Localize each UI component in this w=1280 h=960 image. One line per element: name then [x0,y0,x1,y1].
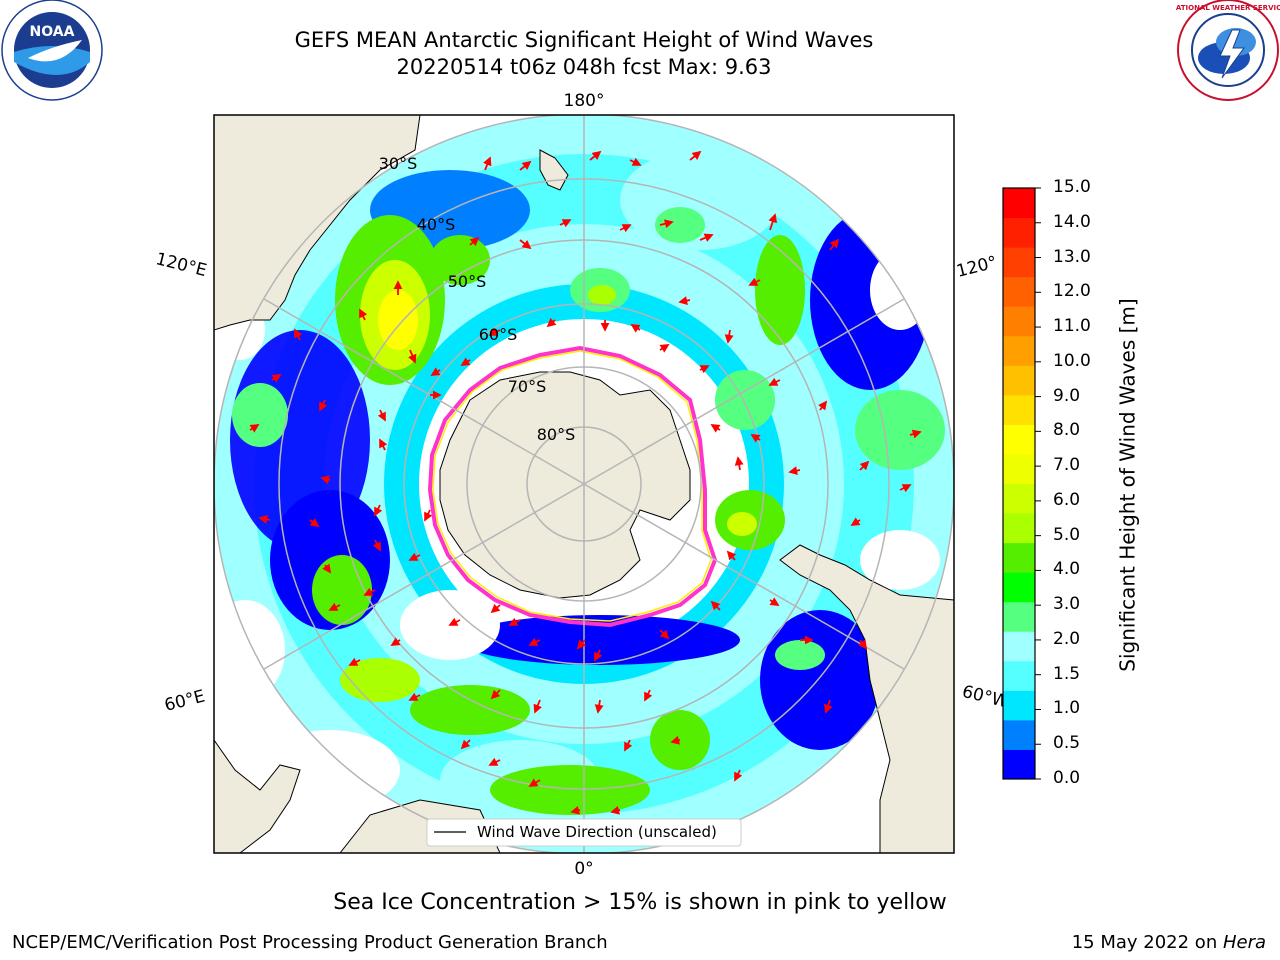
land-masses [214,115,954,853]
colorbar-swatch [1003,660,1035,691]
colorbar-swatch [1003,306,1035,337]
colorbar-swatch [1003,188,1035,219]
lon-label-lower-left: 60°E [163,687,207,716]
colorbar-swatch [1003,513,1035,544]
nws-logo: NATIONAL WEATHER SERVICE [1176,0,1280,101]
lat-label-30s: 30°S [379,154,418,173]
chart-subtitle: 20220514 t06z 048h fcst Max: 9.63 [396,55,772,79]
colorbar [1003,187,1041,780]
colorbar-tick-label: 0.5 [1053,733,1081,754]
lon-label-upper-left: 120°E [154,249,209,281]
colorbar-tick-label: 1.5 [1053,663,1081,684]
colorbar-tick-label: 4.0 [1053,559,1081,580]
colorbar-swatch [1003,749,1035,780]
nws-logo-text: NATIONAL WEATHER SERVICE [1176,4,1280,12]
lat-label-70s: 70°S [508,377,547,396]
sea-ice-note: Sea Ice Concentration > 15% is shown in … [333,890,947,915]
colorbar-swatch [1003,631,1035,662]
colorbar-tick-label: 12.0 [1053,281,1091,302]
colorbar-swatch [1003,542,1035,573]
credit-text: NCEP/EMC/Verification Post Processing Pr… [12,932,608,953]
colorbar-swatch [1003,276,1035,307]
colorbar-tick-label: 0.0 [1053,768,1081,788]
colorbar-label: Significant Height of Wind Waves [m] [1115,298,1140,672]
run-date: 15 May 2022 on Hera [1072,932,1266,953]
lat-label-40s: 40°S [417,215,456,234]
colorbar-tick-label: 9.0 [1053,385,1081,406]
lat-label-60s: 60°S [479,325,518,344]
colorbar-swatch [1003,217,1035,248]
colorbar-tick-label: 15.0 [1053,177,1091,197]
map-legend: Wind Wave Direction (unscaled) [426,818,742,847]
colorbar-swatch [1003,424,1035,455]
colorbar-swatch [1003,453,1035,484]
colorbar-swatch [1003,247,1035,278]
map-frame [213,114,955,854]
graticule [214,115,954,853]
colorbar-tick-label: 8.0 [1053,420,1081,441]
wind-wave-arrows [249,150,922,815]
chart-title: GEFS MEAN Antarctic Significant Height o… [294,28,874,52]
colorbar-swatch [1003,365,1035,396]
colorbar-tick-label: 1.0 [1053,698,1081,719]
colorbar-tick-label: 11.0 [1053,316,1091,337]
wave-height-field [214,115,954,853]
colorbar-swatch [1003,690,1035,721]
colorbar-tick-label: 6.0 [1053,489,1081,510]
colorbar-tick-label: 5.0 [1053,524,1081,545]
lon-label-upper-right: 120° [955,252,1000,281]
legend-label: Wind Wave Direction (unscaled) [477,823,717,841]
colorbar-tick-label: 14.0 [1053,211,1091,232]
noaa-logo-text: NOAA [30,24,75,40]
host-name: Hera [1222,932,1266,953]
colorbar-tick-label: 7.0 [1053,455,1081,476]
colorbar-tick-label: 13.0 [1053,246,1091,267]
lat-label-80s: 80°S [537,425,576,444]
lon-label-bottom: 0° [574,859,593,879]
run-date-text: 15 May 2022 on [1071,932,1223,953]
colorbar-tick-label: 2.0 [1053,628,1081,649]
noaa-logo: NOAA [1,0,103,101]
colorbar-swatch [1003,572,1035,603]
sea-ice-edge [427,345,718,628]
colorbar-swatch [1003,394,1035,425]
lat-label-50s: 50°S [448,272,487,291]
colorbar-swatch [1003,719,1035,750]
colorbar-swatch [1003,601,1035,632]
colorbar-tick-label: 10.0 [1053,350,1091,371]
colorbar-tick-label: 3.0 [1053,594,1081,615]
colorbar-swatch [1003,483,1035,514]
colorbar-frame [1002,187,1036,780]
colorbar-swatch [1003,335,1035,366]
lon-label-top: 180° [564,91,605,111]
